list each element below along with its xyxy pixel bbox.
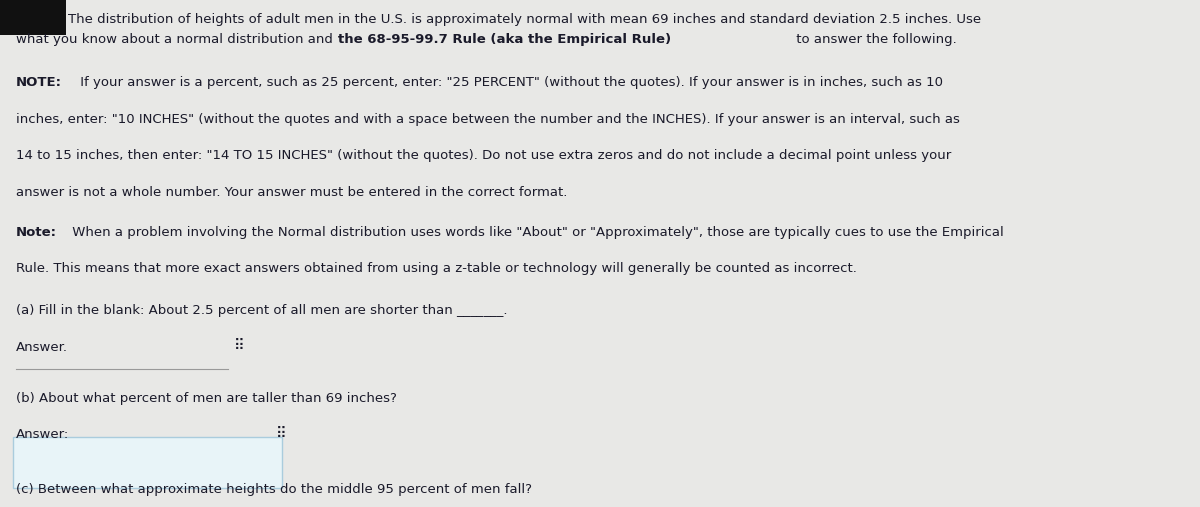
Text: If your answer is a percent, such as 25 percent, enter: "25 PERCENT" (without th: If your answer is a percent, such as 25 … [76, 76, 943, 89]
Text: NOTE:: NOTE: [16, 76, 61, 89]
Text: the 68-95-99.7 Rule (aka the Empirical Rule): the 68-95-99.7 Rule (aka the Empirical R… [338, 33, 672, 46]
Text: (c) Between what approximate heights do the middle 95 percent of men fall?: (c) Between what approximate heights do … [16, 483, 532, 496]
Text: Answer:: Answer: [16, 428, 68, 441]
Text: When a problem involving the Normal distribution uses words like "About" or "App: When a problem involving the Normal dist… [68, 226, 1004, 239]
Text: answer is not a whole number. Your answer must be entered in the correct format.: answer is not a whole number. Your answe… [16, 186, 566, 199]
Text: ⠿: ⠿ [276, 426, 287, 441]
Text: what you know about a normal distribution and: what you know about a normal distributio… [16, 33, 337, 46]
Text: (b) About what percent of men are taller than 69 inches?: (b) About what percent of men are taller… [16, 392, 396, 405]
Text: inches, enter: "10 INCHES" (without the quotes and with a space between the numb: inches, enter: "10 INCHES" (without the … [16, 113, 960, 126]
Text: ⠿: ⠿ [234, 338, 245, 353]
Text: 14 to 15 inches, then enter: "14 TO 15 INCHES" (without the quotes). Do not use : 14 to 15 inches, then enter: "14 TO 15 I… [16, 149, 950, 162]
Text: Answer.: Answer. [16, 341, 67, 354]
Text: The distribution of heights of adult men in the U.S. is approximately normal wit: The distribution of heights of adult men… [68, 13, 982, 26]
Text: Rule. This means that more exact answers obtained from using a z-table or techno: Rule. This means that more exact answers… [16, 262, 857, 275]
Text: Note:: Note: [16, 226, 56, 239]
Text: (a) Fill in the blank: About 2.5 percent of all men are shorter than _______.: (a) Fill in the blank: About 2.5 percent… [16, 304, 508, 317]
Text: to answer the following.: to answer the following. [792, 33, 956, 46]
